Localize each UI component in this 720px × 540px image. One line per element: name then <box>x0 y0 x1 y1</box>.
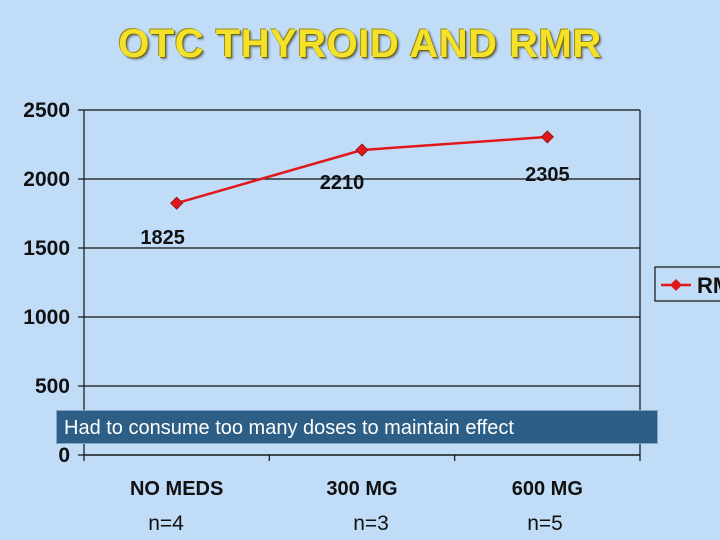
data-label: 2210 <box>320 172 365 194</box>
gridlines <box>84 109 640 456</box>
y-tick-label: 1500 <box>23 237 70 260</box>
y-tick-label: 2000 <box>23 168 70 191</box>
data-point <box>540 130 554 144</box>
x-tick-label: 600 MG <box>512 478 583 500</box>
legend-label: RM <box>697 273 720 298</box>
y-tick-label: 2500 <box>23 99 70 122</box>
y-tick-label: 0 <box>58 444 70 467</box>
x-tick-label: NO MEDS <box>130 478 223 500</box>
sample-size-no-meds: n=4 <box>148 512 184 535</box>
chart-title: OTC THYROID AND RMR <box>118 22 602 66</box>
data-label: 2305 <box>525 164 570 186</box>
legend-swatch-marker <box>670 279 682 291</box>
sample-size-300mg: n=3 <box>353 512 389 535</box>
data-point <box>355 143 369 157</box>
data-labels: 1825 2210 2305 <box>140 164 569 249</box>
sample-size-600mg: n=5 <box>527 512 563 535</box>
annotation-note: Had to consume too many doses to maintai… <box>56 410 658 444</box>
y-tick-label: 1000 <box>23 306 70 329</box>
data-point <box>170 196 184 210</box>
axes: 0 500 1000 1500 2000 2500 NO MEDS 300 MG 600 MG <box>23 99 641 500</box>
series-rmr <box>170 130 554 210</box>
y-tick-label: 500 <box>35 375 70 398</box>
data-label: 1825 <box>140 227 185 249</box>
x-tick-label: 300 MG <box>326 478 397 500</box>
legend: RM <box>654 266 720 302</box>
